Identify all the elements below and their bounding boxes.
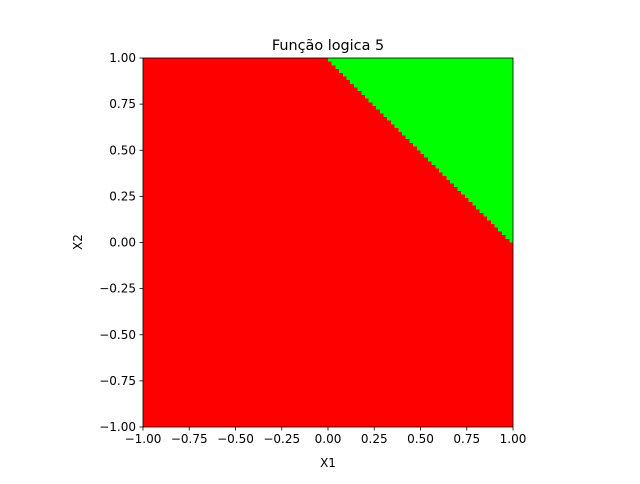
- y-tick-label: 1.00: [109, 51, 136, 65]
- x-tick-label: 1.00: [500, 432, 527, 446]
- plot-area: [142, 57, 514, 428]
- y-tick-label: −0.25: [99, 282, 136, 296]
- x-tick-label: −0.75: [171, 432, 208, 446]
- x-tick-label: 0.75: [453, 432, 480, 446]
- y-tick-label: −0.75: [99, 374, 136, 388]
- y-tick-label: 0.75: [109, 97, 136, 111]
- x-tick-label: −0.25: [263, 432, 300, 446]
- y-tick-label: −0.50: [99, 328, 136, 342]
- y-tick-label: 0.50: [109, 143, 136, 157]
- y-tick-label: 0.00: [109, 236, 136, 250]
- x-axis-label: X1: [320, 456, 336, 470]
- region-class-1: [328, 58, 513, 243]
- chart-title: Função logica 5: [272, 38, 384, 54]
- y-tick-label: 0.25: [109, 189, 136, 203]
- x-axis: −1.00 −0.75 −0.50 −0.25 0.00 0.25 0.50 0.75 1.00: [125, 427, 527, 446]
- y-axis-label: X2: [71, 234, 85, 250]
- y-axis: −1.00 −0.75 −0.50 −0.25 0.00 0.25 0.50 0.75 1.00: [99, 51, 143, 434]
- y-tick-label: −1.00: [99, 420, 136, 434]
- x-tick-label: −1.00: [125, 432, 162, 446]
- x-tick-label: 0.00: [315, 432, 342, 446]
- x-tick-label: 0.25: [361, 432, 388, 446]
- x-tick-label: −0.50: [217, 432, 254, 446]
- x-tick-label: 0.50: [407, 432, 434, 446]
